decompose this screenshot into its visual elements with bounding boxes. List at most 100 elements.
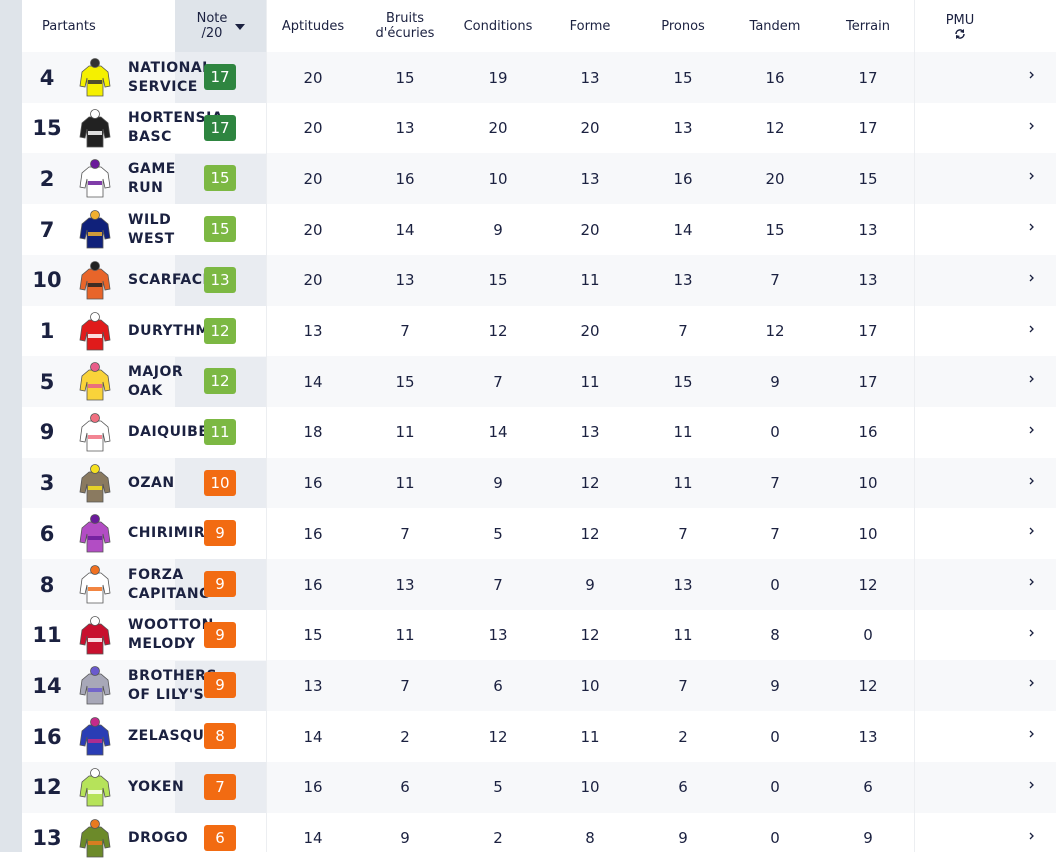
score: 17	[858, 68, 878, 87]
note-badge: 17	[204, 64, 236, 90]
table-row[interactable]: 9 DAIQUIBEI 11 18 11 14 13 11 0 16	[22, 406, 1056, 458]
header-line: Terrain	[845, 18, 890, 34]
row-chevron[interactable]	[1028, 831, 1036, 841]
runner-number: 1	[39, 319, 55, 343]
column-header[interactable]: PMU	[915, 0, 1005, 52]
jersey-icon	[79, 717, 111, 756]
row-chevron[interactable]	[1028, 324, 1036, 334]
name-line: YOKEN	[128, 778, 185, 795]
table-row[interactable]: 16 ZELASQUI 8 14 2 12 11 2 0 13	[22, 711, 1056, 763]
score: 16	[303, 474, 323, 493]
score: 0	[770, 575, 780, 594]
score: 9	[585, 575, 595, 594]
score: 20	[580, 220, 600, 239]
note-badge: 9	[204, 520, 236, 547]
runner-number: 6	[39, 521, 55, 546]
table-row[interactable]: 5 MAJOR OAK 12 14 15 7 11 15 9 17	[22, 356, 1056, 408]
name-line: ZELASQUI	[128, 728, 211, 745]
score: 0	[770, 778, 780, 797]
jersey-icon	[79, 514, 111, 553]
score: 15	[488, 271, 508, 290]
table-row[interactable]: 6 CHIRIMIRI 9 16 7 5 12 7 7 10	[22, 508, 1056, 560]
runner-number: 11	[32, 623, 62, 648]
score: 13	[303, 322, 323, 340]
table-row[interactable]: 11 WOOTTON MELODY 9 15 11 13 12 11 8 0	[22, 609, 1056, 661]
name-line: HORTENSIA	[128, 110, 224, 127]
note-badge: 9	[204, 571, 236, 597]
score: 9	[863, 829, 873, 847]
score: 20	[580, 119, 600, 138]
header-line: PMU	[945, 12, 975, 28]
score: 11	[673, 474, 693, 493]
score: 14	[395, 220, 415, 239]
row-chevron[interactable]	[1028, 628, 1036, 638]
table-row[interactable]: 8 FORZA CAPITANO 9 16 13 7 9 13 0 12	[22, 559, 1056, 610]
score: 6	[493, 676, 503, 695]
name-line: DAIQUIBEI	[128, 423, 215, 440]
row-chevron[interactable]	[1028, 171, 1036, 181]
row-chevron[interactable]	[1028, 121, 1036, 131]
score: 12	[580, 474, 600, 493]
row-chevron[interactable]	[1028, 374, 1036, 384]
score: 9	[770, 676, 780, 695]
score: 13	[580, 423, 600, 442]
score: 20	[580, 322, 600, 340]
runner-number: 10	[32, 268, 62, 293]
runner-number: 14	[32, 673, 62, 698]
score: 11	[395, 626, 415, 645]
table-row[interactable]: 4 NATIONAL SERVICE 17 20 15 19 13 15 16 17	[22, 52, 1056, 103]
score: 19	[488, 68, 508, 87]
name-line: DURYTHM	[128, 322, 210, 339]
row-chevron[interactable]	[1028, 729, 1036, 739]
runner-name: CHIRIMIRI	[128, 508, 211, 559]
row-chevron[interactable]	[1028, 425, 1036, 435]
table-row[interactable]: 10 SCARFACE 13 20 13 15 11 13 7 13	[22, 254, 1056, 306]
row-chevron[interactable]	[1028, 273, 1036, 283]
row-chevron[interactable]	[1028, 678, 1036, 688]
jersey-icon	[79, 767, 111, 807]
score: 0	[770, 829, 780, 847]
jersey-icon	[79, 58, 111, 97]
name-line: WOOTTON	[128, 617, 214, 634]
row-chevron[interactable]	[1028, 476, 1036, 486]
row-chevron[interactable]	[1028, 780, 1036, 790]
header-line: Pronos	[661, 18, 705, 34]
header-line: Bruits	[386, 11, 424, 26]
table-row[interactable]: 13 DROGO 6 14 9 2 8 9 0 9	[22, 812, 1056, 864]
header-line: Forme	[569, 18, 611, 34]
score: 9	[770, 372, 780, 391]
row-chevron[interactable]	[1028, 526, 1036, 536]
score: 12	[580, 626, 600, 645]
note-badge: 9	[204, 672, 236, 699]
table-row[interactable]: 15 HORTENSIA BASC 17 20 13 20 20 13 12 17	[22, 102, 1056, 154]
name-line: OAK	[128, 382, 163, 399]
jersey-icon	[79, 159, 111, 198]
runner-name: BROTHERS OF LILY'S	[128, 660, 217, 711]
column-header: Bruits d'écuries	[360, 0, 450, 52]
column-header[interactable]: Note/20	[182, 0, 245, 52]
table-row[interactable]: 2 GAME RUN 15 20 16 10 13 16 20 15	[22, 153, 1056, 205]
table-row[interactable]: 12 YOKEN 7 16 6 5 10 6 0 6	[22, 761, 1056, 813]
score: 13	[395, 575, 415, 594]
score: 12	[580, 524, 600, 543]
header-line: Tandem	[749, 18, 801, 34]
score: 14	[673, 220, 693, 239]
table-row[interactable]: 3 OZAN 10 16 11 9 12 11 7 10	[22, 457, 1056, 509]
row-chevron[interactable]	[1028, 70, 1036, 80]
table-row[interactable]: 7 WILD WEST 15 20 14 9 20 14 15 13	[22, 204, 1056, 256]
score: 7	[770, 474, 780, 493]
row-chevron[interactable]	[1028, 222, 1036, 232]
score: 16	[395, 169, 415, 188]
table-row[interactable]: 14 BROTHERS OF LILY'S 9 13 7 6 10 7 9 12	[22, 660, 1056, 712]
row-chevron[interactable]	[1028, 577, 1036, 587]
table-row[interactable]: 1 DURYTHM 12 13 7 12 20 7 12 17	[22, 305, 1056, 357]
runner-number: 4	[39, 65, 55, 90]
refresh-icon[interactable]	[954, 28, 966, 40]
score: 11	[673, 423, 693, 442]
score: 7	[678, 524, 688, 543]
name-line: SERVICE	[128, 78, 198, 95]
jersey-icon	[79, 412, 111, 452]
score: 13	[673, 119, 693, 138]
score: 8	[770, 626, 780, 645]
jersey-icon	[79, 311, 111, 350]
